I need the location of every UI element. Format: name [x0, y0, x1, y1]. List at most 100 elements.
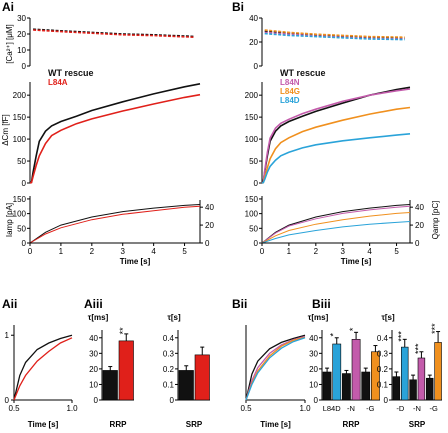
bi-amp-x-tick-label: 0 — [260, 247, 265, 256]
biii-srp-significance-5: *** — [430, 323, 440, 334]
ai-amp-charge-y-tick-label: 20 — [205, 221, 214, 230]
bi-amp-y-tick-label: 100 — [245, 210, 259, 219]
bi-amp-y-tick-label: 150 — [245, 195, 259, 204]
aiii-srp-y-tick-label: 0.2 — [163, 365, 175, 374]
bi-amp-series-l84n-charge — [262, 206, 410, 243]
ai-amp-y-tick-label: 50 — [17, 224, 26, 233]
bi-amp-x-tick-label: 5 — [394, 247, 399, 256]
biii-srp-bar-0 — [393, 377, 400, 400]
bi-legend-wt-rescue: WT rescue — [280, 68, 326, 78]
bi-amp-y-tick-label: 50 — [249, 224, 258, 233]
biii-rrp-bar-5 — [371, 352, 379, 400]
ai-cap-y-tick-label: 150 — [13, 113, 27, 122]
biii-rrp-y-tick-label: 0 — [314, 396, 319, 405]
ai-cap-y-tick-label: 200 — [13, 91, 27, 100]
ai-amp-x-tick-label: 3 — [121, 247, 126, 256]
ai-amp-x-tick-label: 5 — [182, 247, 187, 256]
bi-calcium-y-tick-label: 40 — [249, 14, 258, 23]
ai-legend-l84a: L84A — [48, 78, 68, 87]
aiii-srp-bar-1 — [195, 355, 210, 400]
bi-amp-x-tick-label: 1 — [287, 247, 292, 256]
ai-calcium-y-tick-label: 0 — [22, 62, 27, 71]
bi-legend-l84d: L84D — [280, 96, 300, 105]
biii-rrp-significance-1: * — [329, 333, 339, 337]
biii-rrp-bar-2 — [342, 374, 350, 400]
panel-label-biii: Biii — [312, 297, 331, 311]
ai-amp-charge-y-tick-label: 40 — [205, 203, 214, 212]
aiii-srp-group-label: SRP — [186, 420, 203, 429]
ai-amp-x-tick-label: 4 — [151, 247, 156, 256]
ai-amp-x-tick-label: 0 — [28, 247, 33, 256]
bi-cap-y-tick-label: 50 — [249, 157, 258, 166]
ai-amp-y-tick-label: 150 — [13, 195, 27, 204]
biii-srp-y-tick-label: 0.2 — [377, 365, 389, 374]
bi-cap-y-tick-label: 0 — [254, 179, 259, 188]
panel-label-ai: Ai — [2, 0, 14, 14]
ai-legend-wt-rescue: WT rescue — [48, 68, 94, 78]
biii-rrp-y-tick-label: 20 — [309, 365, 318, 374]
ai-cap-y-tick-label: 50 — [17, 157, 26, 166]
aiii-rrp-y-tick-label: 30 — [89, 349, 98, 358]
aiii-rrp-y-tick-label: 40 — [89, 334, 98, 343]
ai-amp-y-tick-label: 0 — [22, 239, 27, 248]
ai-amp-series-wt-rescue-charge — [30, 205, 200, 244]
biii-srp-y-tick-label: 0 — [384, 396, 389, 405]
ai-calcium-y-tick-label: 30 — [17, 14, 26, 23]
biii-srp-x-tick-label: -G — [429, 404, 437, 413]
aiii-rrp-bar-0 — [103, 370, 118, 400]
biii-rrp-y-tick-label: 40 — [309, 334, 318, 343]
biii-rrp-ylabel: τ[ms] — [308, 313, 329, 322]
ai-amp-charge-y-tick-label: 0 — [205, 239, 210, 248]
biii-srp-bar-4 — [426, 378, 433, 400]
plots-layer: 3020100[Ca²⁺] [μM]200150100500ΔCm [fF]WT… — [1, 14, 442, 429]
bi-cap-y-tick-label: 200 — [245, 91, 259, 100]
biii-srp-group-label: SRP — [409, 420, 426, 429]
biii-srp-y-tick-label: 0.3 — [377, 349, 389, 358]
bi-amp-charge-y-tick-label: 0 — [415, 239, 420, 248]
aiii-srp-ylabel: τ[s] — [167, 313, 181, 322]
bi-calcium-y-tick-label: 0 — [254, 62, 259, 71]
ai-cap-y-tick-label: 100 — [13, 135, 27, 144]
bii-x-tick-label: 0.5 — [240, 404, 252, 413]
aii-y-tick-label: 1 — [5, 331, 10, 340]
biii-rrp-bar-0 — [323, 372, 331, 400]
biii-rrp-bar-3 — [352, 339, 360, 400]
biii-srp-y-tick-label: 0.1 — [377, 380, 389, 389]
aiii-srp-bar-0 — [179, 370, 194, 400]
bi-amp-series-wt-rescue-charge — [262, 205, 410, 244]
bi-amp-charge-y-tick-label: 40 — [415, 203, 424, 212]
biii-rrp-significance-3: * — [348, 327, 358, 331]
panel-label-aii: Aii — [2, 297, 17, 311]
bi-cap-y-tick-label: 100 — [245, 135, 259, 144]
biii-rrp-y-tick-label: 30 — [309, 349, 318, 358]
biii-srp-significance-1: *** — [397, 331, 407, 342]
biii-srp-significance-3: *** — [413, 343, 423, 354]
biii-srp-ylabel: τ[s] — [381, 313, 395, 322]
bi-amp-x-tick-label: 4 — [367, 247, 372, 256]
aiii-rrp-y-tick-label: 20 — [89, 365, 98, 374]
aii-x-tick-label: 1.0 — [66, 404, 78, 413]
biii-rrp-x-tick-label: -N — [347, 404, 355, 413]
biii-rrp-bar-4 — [362, 372, 370, 400]
panel-label-bi: Bi — [232, 0, 244, 14]
bi-cap-y-tick-label: 150 — [245, 113, 259, 122]
ai-amp-x-tick-label: 2 — [90, 247, 95, 256]
biii-srp-bar-2 — [410, 380, 417, 400]
aii-series-wt-rescue — [14, 335, 72, 400]
biii-srp-bar-5 — [435, 342, 442, 400]
biii-srp-y-tick-label: 0.4 — [377, 334, 389, 343]
ai-cap-y-tick-label: 0 — [22, 179, 27, 188]
bi-amp-x-tick-label: 3 — [341, 247, 346, 256]
biii-srp-x-tick-label: -D — [396, 404, 404, 413]
bi-amp-x-tick-label: 2 — [314, 247, 319, 256]
bi-xlabel: Time [s] — [341, 257, 372, 266]
biii-srp-x-tick-label: -N — [413, 404, 421, 413]
bi-amp-y2label: Qamp [pC] — [431, 201, 440, 240]
biii-rrp-group-label: RRP — [343, 420, 361, 429]
bi-legend-l84g: L84G — [280, 87, 300, 96]
biii-srp-bar-3 — [418, 358, 425, 400]
aii-y-tick-label: 0 — [5, 396, 10, 405]
ai-cap-series-l84a — [30, 95, 200, 183]
aiii-rrp-y-tick-label: 10 — [89, 380, 98, 389]
